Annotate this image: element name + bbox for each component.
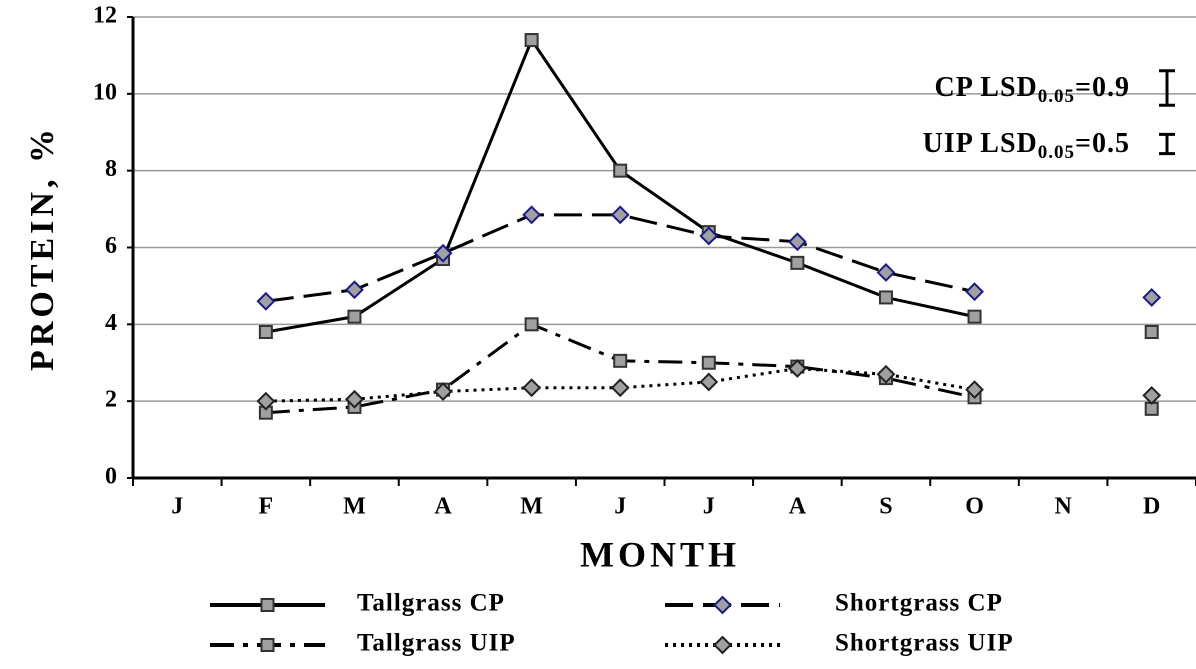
marker	[876, 364, 896, 384]
marker	[699, 372, 719, 392]
marker	[1142, 288, 1162, 307]
marker	[347, 309, 362, 324]
lsd-label: UIP LSD0.05=0.5	[923, 128, 1130, 163]
marker	[522, 205, 542, 225]
marker	[967, 309, 982, 324]
legend-label: Shortgrass UIP	[835, 630, 1014, 657]
x-tick-label: J	[703, 494, 715, 520]
x-tick-label: O	[965, 494, 984, 520]
y-tick-label: 10	[93, 79, 117, 105]
legend-label: Tallgrass UIP	[357, 630, 516, 657]
marker	[610, 378, 630, 398]
marker	[522, 378, 542, 398]
x-tick-label: A	[789, 494, 807, 520]
marker	[713, 635, 732, 655]
y-tick-label: 8	[105, 156, 117, 182]
x-tick-label: S	[879, 494, 892, 520]
lsd-value: =0.5	[1075, 128, 1130, 159]
marker	[345, 389, 364, 409]
x-tick-label: J	[614, 494, 626, 520]
y-tick-label: 0	[105, 464, 117, 490]
lsd-subscript: 0.05	[1038, 86, 1075, 107]
marker	[790, 255, 805, 270]
lsd-text: UIP LSD	[923, 128, 1038, 159]
lsd-bar	[1159, 69, 1175, 107]
marker	[876, 263, 896, 282]
y-tick-label: 12	[93, 3, 117, 29]
marker	[787, 359, 807, 378]
marker	[613, 353, 628, 368]
lsd-value: =0.9	[1075, 72, 1130, 103]
marker	[610, 205, 630, 225]
y-tick-label: 2	[105, 387, 117, 413]
marker	[699, 226, 719, 246]
marker	[965, 282, 984, 302]
marker	[524, 33, 539, 48]
marker	[256, 291, 276, 311]
lsd-label: CP LSD0.05=0.9	[935, 72, 1130, 107]
y-tick-label: 6	[105, 233, 117, 259]
marker	[787, 232, 807, 252]
lsd-subscript: 0.05	[1038, 142, 1075, 163]
marker	[260, 638, 275, 652]
marker	[433, 243, 453, 263]
lsd-bar	[1159, 132, 1175, 156]
marker	[524, 317, 539, 332]
marker	[713, 595, 732, 615]
marker	[1142, 385, 1162, 405]
marker	[878, 290, 893, 305]
marker	[260, 598, 275, 612]
marker	[1144, 325, 1159, 340]
x-axis-label: MONTH	[580, 534, 740, 574]
marker	[433, 382, 453, 401]
x-tick-label: J	[171, 494, 183, 520]
legend-label: Shortgrass CP	[835, 590, 1003, 617]
legend-label: Tallgrass CP	[357, 590, 505, 617]
y-tick-label: 4	[105, 310, 117, 336]
marker	[965, 380, 984, 400]
x-tick-label: A	[434, 494, 452, 520]
marker	[256, 391, 276, 411]
marker	[701, 355, 716, 370]
x-tick-label: F	[259, 494, 274, 520]
marker	[613, 163, 628, 178]
x-tick-label: N	[1054, 494, 1072, 520]
y-axis-label: PROTEIN, %	[24, 125, 61, 371]
x-tick-label: D	[1143, 494, 1160, 520]
marker	[345, 280, 364, 300]
lsd-text: CP LSD	[935, 72, 1038, 103]
marker	[258, 325, 273, 340]
x-tick-label: M	[343, 494, 366, 520]
x-tick-label: M	[520, 494, 543, 520]
